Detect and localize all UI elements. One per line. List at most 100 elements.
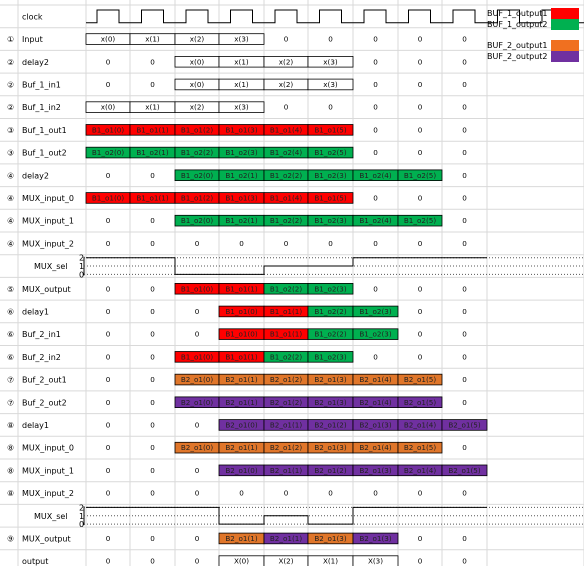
signal-row: ⑧ MUX_input_2 0 0 0 0 0 0 0 0 0	[7, 489, 467, 499]
cell-value: 0	[373, 489, 378, 498]
legend-label: BUF_1_output2	[487, 20, 548, 29]
cell-value: 0	[418, 193, 423, 202]
cell-value: 0	[418, 489, 423, 498]
cell-value: B1_o2(1)	[225, 216, 257, 225]
signal-row: ⑧ MUX_input_1 0 0 0 B2_o1(0) B2_o1(1) B2_o1(2) B…	[7, 464, 488, 477]
cell-value: B1_o2(3)	[314, 352, 346, 361]
cell-value: 0	[462, 557, 467, 566]
cell-value: x(1)	[234, 57, 249, 66]
cell-value: B2_o1(1)	[270, 466, 302, 475]
cell-value: 0	[239, 239, 244, 248]
cell-value: 0	[195, 534, 200, 543]
cell-value: B2_o1(1)	[225, 443, 257, 452]
cell-value: B1_o2(1)	[225, 171, 257, 180]
cell-value: 0	[195, 466, 200, 475]
cell-value: 0	[106, 80, 111, 89]
cell-value: 0	[106, 352, 111, 361]
row-step-number: ⑥	[7, 330, 14, 339]
cell-value: B1_o1(5)	[314, 125, 346, 134]
row-step-number: ④	[7, 239, 14, 248]
cell-value: 0	[239, 489, 244, 498]
cell-value: B1_o2(4)	[270, 148, 302, 157]
cell-value: B1_o1(5)	[314, 193, 346, 202]
cell-value: 0	[373, 284, 378, 293]
cell-value: 0	[106, 420, 111, 429]
cell-value: 0	[150, 352, 155, 361]
cell-value: 0	[462, 443, 467, 452]
cell-value: 0	[418, 534, 423, 543]
cell-value: B1_o2(4)	[359, 216, 391, 225]
cell-value: 0	[106, 466, 111, 475]
cell-value: 0	[284, 35, 289, 44]
cell-value: B2_o1(4)	[359, 375, 391, 384]
cell-value: 0	[418, 352, 423, 361]
cell-value: B1_o1(0)	[181, 284, 213, 293]
cell-value: B2_o1(5)	[404, 375, 436, 384]
sel-tick-label: 2	[79, 254, 84, 263]
signal-label: MUX_input_0	[22, 194, 74, 203]
cell-value: B1_o1(0)	[181, 352, 213, 361]
cell-value: 0	[195, 330, 200, 339]
cell-value: B1_o1(1)	[270, 307, 302, 316]
cell-value: 0	[150, 375, 155, 384]
cell-value: 0	[373, 148, 378, 157]
row-step-number: ⑥	[7, 307, 14, 316]
cell-value: B2_o1(3)	[314, 534, 346, 543]
cell-value: 0	[373, 35, 378, 44]
cell-value: B1_o1(1)	[225, 284, 257, 293]
cell-value: 0	[462, 352, 467, 361]
row-step-number: ⑧	[7, 489, 14, 498]
cell-value: 0	[418, 239, 423, 248]
signal-cell	[352, 532, 399, 545]
cell-value: 0	[150, 239, 155, 248]
signal-label: MUX_sel	[34, 512, 68, 521]
cell-value: 0	[106, 57, 111, 66]
row-step-number: ②	[7, 80, 14, 89]
cell-value: B1_o2(5)	[314, 148, 346, 157]
cell-value: x(2)	[279, 80, 294, 89]
cell-value: 0	[150, 80, 155, 89]
cell-value: x(1)	[145, 103, 160, 112]
cell-value: 0	[462, 284, 467, 293]
cell-value: X(1)	[323, 557, 338, 566]
cell-value: x(0)	[190, 80, 205, 89]
legend-label: BUF_2_output2	[487, 52, 548, 61]
signal-cell	[397, 214, 443, 227]
cell-value: B1_o2(2)	[270, 216, 302, 225]
cell-value: 0	[106, 216, 111, 225]
cell-value: B1_o2(3)	[225, 148, 257, 157]
cell-value: B1_o2(5)	[404, 171, 436, 180]
cell-value: 0	[284, 239, 289, 248]
cell-value: x(3)	[323, 80, 338, 89]
cell-value: B2_o1(2)	[314, 420, 346, 429]
cell-value: 0	[373, 125, 378, 134]
cell-value: 0	[195, 489, 200, 498]
cell-value: X(3)	[368, 557, 383, 566]
row-step-number: ⑦	[7, 376, 14, 385]
cell-value: 0	[195, 557, 200, 566]
cell-value: 0	[106, 171, 111, 180]
cell-value: 0	[106, 534, 111, 543]
signal-cell	[307, 282, 354, 295]
sel-tick-label: 0	[79, 520, 84, 529]
cell-value: B1_o2(2)	[314, 307, 346, 316]
signal-row: ⑥ Buf_2_in1 0 0 0 B1_o1(0) B1_o1(1) B1_o2(2) B1_…	[7, 328, 467, 340]
cell-value: 0	[106, 375, 111, 384]
cell-value: B2_o1(1)	[270, 420, 302, 429]
cell-value: 0	[462, 35, 467, 44]
cell-value: 0	[418, 57, 423, 66]
cell-value: B1_o1(0)	[92, 193, 124, 202]
signal-label: Buf_1_out1	[22, 126, 67, 135]
cell-value: B2_o1(0)	[181, 375, 213, 384]
cell-value: 0	[150, 284, 155, 293]
cell-value: x(2)	[279, 57, 294, 66]
cell-value: B2_o1(2)	[270, 443, 302, 452]
signal-row: MUX_sel 210	[34, 254, 584, 279]
cell-value: 0	[462, 375, 467, 384]
cell-value: B2_o1(4)	[359, 398, 391, 407]
cell-value: B2_o1(2)	[270, 398, 302, 407]
signal-row: ④ MUX_input_0 B1_o1(0) B1_o1(1) B1_o1(2) B1_o…	[7, 192, 467, 204]
signal-cell	[397, 169, 443, 181]
